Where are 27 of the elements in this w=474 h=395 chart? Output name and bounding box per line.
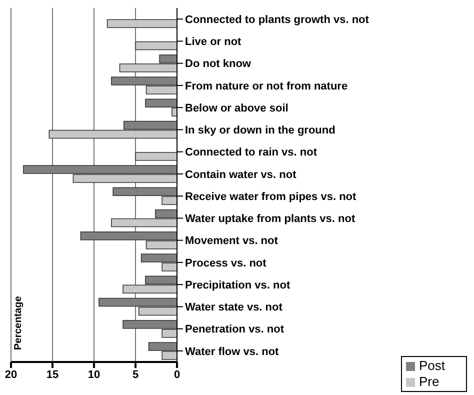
y-tick-label: In sky or down in the ground [185,124,336,137]
y-tick-label: Water uptake from plants vs. not [185,213,356,226]
y-tick-label: Live or not [185,36,242,48]
legend-label: Post [419,358,446,373]
bar [135,41,177,50]
y-tick-label: Connected to plants growth vs. not [185,14,370,26]
x-tick-label: 5 [132,368,139,381]
x-tick-label: 10 [88,368,100,381]
y-tick-label: Precipitation vs. not [185,279,290,292]
y-tick-label: Receive water from pipes vs. not [185,190,357,203]
y-tick-label: Connected to rain vs. not [185,146,318,159]
bar [135,152,177,161]
y-tick-label: Water flow vs. not [185,346,280,358]
x-tick-label: 20 [4,368,18,381]
y-tick-label: From nature or not from nature [185,80,348,92]
y-tick-label: Below or above soil [185,102,288,114]
y-tick-label: Penetration vs. not [185,324,284,336]
x-tick-label: 0 [174,368,180,381]
x-tick-label: 15 [46,368,59,381]
y-tick-label: Contain water vs. not [185,168,297,181]
y-tick-label: Movement vs. not [185,235,278,248]
bar [106,19,177,28]
y-tick-label: Do not know [185,58,252,70]
y-tick-label: Process vs. not [185,257,267,270]
y-axis-title: Percentage [13,296,24,350]
y-tick-label: Water state vs. not [185,302,283,314]
legend-label: Pre [419,374,440,389]
